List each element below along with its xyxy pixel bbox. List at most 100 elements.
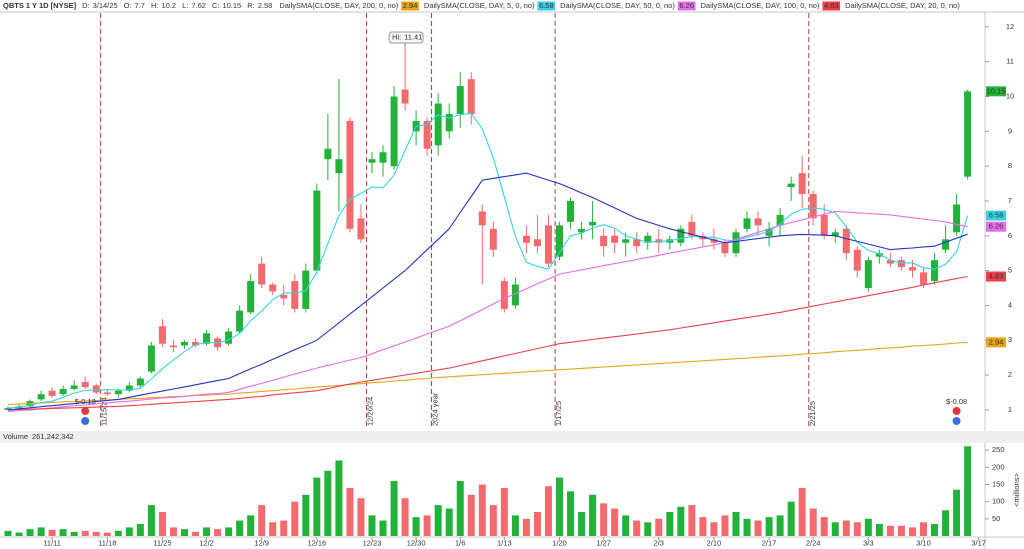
volume-bar	[743, 518, 751, 536]
volume-bar	[820, 517, 828, 536]
volume-bar	[886, 525, 894, 536]
candle-body	[544, 225, 552, 264]
ticker: QBTS 1 Y 1D [NYSE]	[3, 1, 77, 10]
range-label: R:	[247, 1, 255, 10]
volume-bar	[864, 518, 872, 536]
ohlc-value: 10.2	[161, 1, 176, 10]
sma-legend: DailySMA(CLOSE, DAY, 20, 0, no)	[845, 1, 960, 10]
volume-bar	[831, 522, 839, 536]
volume-bar	[931, 523, 939, 536]
volume-bar	[92, 531, 100, 536]
sma-legend-value-bg	[822, 1, 841, 11]
y-tick-label: 4	[1008, 300, 1012, 309]
x-tick-label: 12/16	[307, 538, 326, 547]
y-tick-label: 11	[1006, 57, 1014, 66]
candle-body	[59, 388, 67, 395]
volume-bar	[853, 522, 861, 536]
volume-bar	[556, 477, 563, 536]
volume-bar	[401, 498, 409, 536]
volume-bar	[589, 494, 597, 536]
sma-legend-value-bg	[401, 1, 419, 11]
candle-body	[886, 260, 894, 264]
volume-bar	[412, 517, 420, 536]
x-tick-label: 11/25	[153, 538, 171, 547]
y-tick-label: 7	[1008, 196, 1012, 205]
candle-body	[787, 183, 795, 188]
range-value: 2.58	[258, 1, 273, 10]
sma-badge: 2.94	[989, 337, 1004, 346]
volume-bar	[147, 505, 155, 536]
candle-body	[180, 341, 188, 346]
volume-bar	[688, 505, 696, 536]
volume-bar	[434, 505, 442, 536]
high-value: 11.41	[404, 32, 422, 41]
candle-body	[467, 79, 475, 114]
volume-bar	[633, 520, 641, 536]
volume-bar	[169, 527, 177, 536]
candle-body	[346, 120, 354, 229]
candle-body	[864, 260, 872, 289]
candle-body	[445, 113, 453, 132]
sma-legend: DailySMA(CLOSE, DAY, 200, 0, no)	[279, 1, 398, 10]
sma-badge-bg	[986, 210, 1006, 221]
ohlc-label: H:	[151, 1, 159, 10]
ohlc-label: L:	[182, 1, 188, 10]
sma-legend: DailySMA(CLOSE, DAY, 100, 0, no)	[701, 1, 820, 10]
volume-bar	[214, 529, 222, 536]
candle-body	[776, 214, 784, 226]
event-label: 1/17/25	[554, 401, 563, 426]
volume-bar	[710, 522, 718, 536]
x-tick-label: 2/17	[762, 538, 777, 547]
candle-body	[567, 200, 575, 222]
volume-bar	[70, 531, 78, 536]
candle-body	[578, 228, 586, 233]
x-tick-label: 3/17	[971, 538, 986, 547]
candle-body	[798, 173, 806, 195]
candle-body	[269, 284, 277, 292]
volume-bar	[114, 530, 122, 536]
candle-body	[964, 91, 972, 177]
volume-bar	[699, 517, 707, 536]
volume-bar	[4, 530, 12, 536]
sma-badge-bg	[986, 221, 1006, 232]
candle-body	[533, 239, 541, 247]
candle-body	[511, 284, 519, 306]
candle-body	[390, 96, 398, 167]
volume-bar	[787, 501, 795, 536]
volume-bar	[335, 460, 343, 536]
sma-badge-bg	[986, 337, 1006, 348]
x-tick-label: 12/2	[199, 538, 214, 547]
candle-body	[875, 253, 883, 257]
volume-bar	[15, 532, 23, 536]
volume-bar	[875, 523, 883, 536]
ohlc-value: 7.7	[135, 1, 145, 10]
sma-legend-value: 6.58	[539, 1, 554, 10]
x-tick-label: 2/24	[806, 538, 821, 547]
candle-body	[335, 159, 343, 174]
volume-tick-label: 200	[992, 462, 1005, 471]
volume-tick-label: 250	[992, 445, 1005, 454]
volume-bar	[346, 487, 354, 536]
y-tick-label: 8	[1008, 161, 1012, 170]
earnings-icon	[952, 407, 961, 415]
candle-body	[192, 341, 200, 346]
candle-body	[710, 239, 718, 243]
volume-bar	[677, 506, 685, 536]
volume-bar	[291, 501, 299, 536]
volume-bar	[765, 517, 773, 536]
volume-title: Volume	[3, 432, 28, 441]
candle-body	[897, 260, 905, 268]
candle-body	[842, 228, 850, 254]
candle-body	[37, 394, 45, 400]
volume-bar	[423, 515, 431, 536]
volume-bar	[269, 522, 277, 536]
volume-bar	[489, 505, 497, 536]
candle-body	[556, 225, 563, 257]
sma-line	[7, 112, 969, 409]
candle-body	[765, 228, 773, 236]
volume-bar	[390, 481, 398, 536]
candle-body	[942, 239, 950, 250]
y-tick-label: 2	[1008, 370, 1012, 379]
